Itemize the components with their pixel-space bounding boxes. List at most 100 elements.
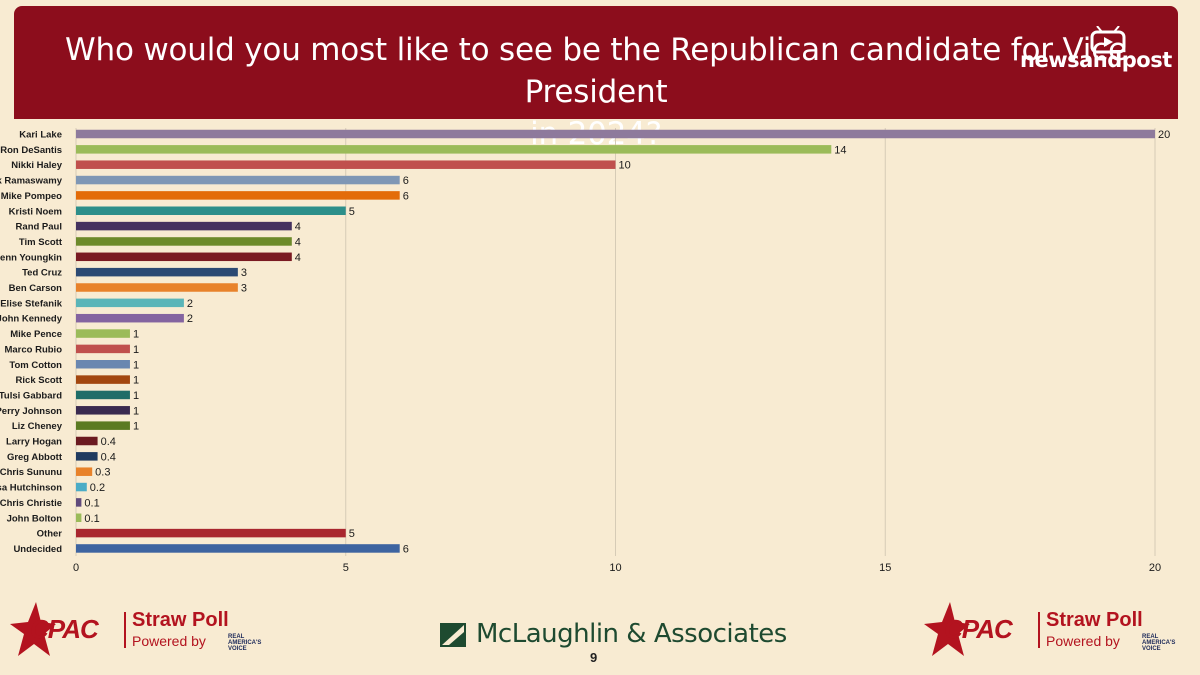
bar bbox=[76, 145, 832, 154]
bar bbox=[76, 175, 400, 185]
bar bbox=[76, 482, 87, 492]
tv-icon bbox=[1090, 26, 1126, 54]
category-label: Ben Carson bbox=[9, 283, 63, 294]
bar bbox=[76, 513, 82, 522]
category-label: Perry Johnson bbox=[0, 406, 62, 417]
bar bbox=[76, 191, 400, 200]
data-label: 14 bbox=[834, 144, 846, 156]
data-label: 4 bbox=[295, 252, 301, 264]
data-label: 5 bbox=[349, 206, 355, 218]
data-label: 3 bbox=[241, 283, 247, 295]
category-label: Undecided bbox=[13, 544, 62, 555]
category-label: Chris Sununu bbox=[0, 467, 62, 478]
data-label: 1 bbox=[133, 405, 139, 417]
data-label: 0.1 bbox=[84, 513, 99, 525]
category-label: Asa Hutchinson bbox=[0, 483, 62, 494]
category-label: Greg Abbott bbox=[7, 452, 63, 463]
category-label: John Bolton bbox=[7, 513, 63, 524]
category-label: Nikki Haley bbox=[11, 160, 62, 171]
category-label: Elise Stefanik bbox=[0, 298, 62, 309]
bar bbox=[76, 436, 98, 446]
data-label: 1 bbox=[133, 359, 139, 371]
star-icon bbox=[10, 602, 56, 656]
data-label: 0.3 bbox=[95, 467, 110, 479]
data-label: 4 bbox=[295, 236, 301, 248]
data-label: 1 bbox=[133, 329, 139, 341]
logo-divider bbox=[124, 612, 126, 648]
category-label: Marco Rubio bbox=[4, 344, 62, 355]
data-label: 1 bbox=[133, 344, 139, 356]
data-label: 2 bbox=[187, 298, 193, 310]
bars bbox=[76, 129, 1155, 553]
data-label: 0.4 bbox=[101, 436, 116, 448]
cpac-wordmark: CPAC bbox=[30, 614, 99, 644]
bar bbox=[76, 528, 346, 538]
bar bbox=[76, 252, 292, 262]
star-icon bbox=[924, 602, 970, 656]
category-label: Kari Lake bbox=[19, 130, 62, 141]
straw-poll-label: Straw Poll bbox=[1046, 609, 1143, 631]
x-tick-label: 20 bbox=[1149, 562, 1161, 574]
pollster-name: McLaughlin & Associates bbox=[476, 619, 787, 649]
x-tick-label: 10 bbox=[609, 562, 621, 574]
category-label: Tulsi Gabbard bbox=[0, 390, 62, 401]
bar bbox=[76, 360, 130, 369]
data-label: 2 bbox=[187, 313, 193, 325]
data-label: 20 bbox=[1158, 129, 1170, 141]
bar bbox=[76, 390, 130, 400]
category-label: Mike Pence bbox=[10, 329, 62, 340]
bar bbox=[76, 129, 1155, 139]
category-labels: Kari Lake Ron DeSantis Nikki Haley Vivek Ra… bbox=[0, 130, 63, 555]
cpac-straw-poll-logo-left: CPAC Straw Poll Powered by REAL AMERICA'… bbox=[8, 600, 268, 660]
bar bbox=[76, 329, 130, 338]
title-line-1: Who would you most like to see be the Re… bbox=[65, 32, 1127, 110]
x-tick-label: 0 bbox=[73, 562, 79, 574]
bar bbox=[76, 283, 238, 292]
data-label: 1 bbox=[133, 421, 139, 433]
data-label: 6 bbox=[403, 175, 409, 187]
rav-logo: REAL AMERICA'S VOICE bbox=[228, 634, 262, 652]
category-label: Tom Cotton bbox=[9, 360, 62, 371]
data-label: 0.4 bbox=[101, 451, 116, 463]
rav-logo: REAL AMERICA'S VOICE bbox=[1142, 634, 1176, 652]
bar bbox=[76, 406, 130, 415]
data-label: 1 bbox=[133, 375, 139, 387]
newsandpost-watermark: newsandpost bbox=[1020, 26, 1180, 78]
bar bbox=[76, 375, 130, 384]
category-label: Mike Pompeo bbox=[1, 191, 62, 202]
data-label: 6 bbox=[403, 543, 409, 555]
watermark-text: newsandpost bbox=[1020, 48, 1172, 72]
category-label: Rand Paul bbox=[16, 222, 62, 233]
data-label: 1 bbox=[133, 390, 139, 402]
data-label: 0.2 bbox=[90, 482, 105, 494]
page-number: 9 bbox=[590, 650, 598, 665]
category-label: Chris Christie bbox=[0, 498, 62, 509]
data-label: 3 bbox=[241, 267, 247, 279]
data-label: 6 bbox=[403, 190, 409, 202]
data-label: 5 bbox=[349, 528, 355, 540]
bar bbox=[76, 421, 130, 430]
bar bbox=[76, 344, 130, 354]
data-label: 0.1 bbox=[84, 497, 99, 509]
bar bbox=[76, 452, 98, 461]
bar bbox=[76, 467, 93, 476]
bar bbox=[76, 160, 616, 169]
category-label: Other bbox=[37, 529, 63, 540]
logo-divider bbox=[1038, 612, 1040, 648]
category-label: Ron DeSantis bbox=[0, 145, 62, 156]
cpac-wordmark: CPAC bbox=[944, 614, 1013, 644]
category-label: Vivek Ramaswamy bbox=[0, 176, 63, 187]
bar bbox=[76, 221, 292, 231]
category-label: John Kennedy bbox=[0, 314, 63, 325]
cpac-straw-poll-logo-right: CPAC Straw Poll Powered by REAL AMERICA'… bbox=[922, 600, 1182, 660]
bar bbox=[76, 237, 292, 246]
mclaughlin-icon bbox=[440, 623, 466, 647]
bar bbox=[76, 298, 184, 308]
bar bbox=[76, 267, 238, 277]
powered-by-label: Powered by bbox=[132, 633, 206, 649]
data-label: 4 bbox=[295, 221, 301, 233]
chart-title: Who would you most like to see be the Re… bbox=[14, 6, 1178, 155]
category-label: Glenn Youngkin bbox=[0, 252, 62, 263]
category-label: Tim Scott bbox=[19, 237, 63, 248]
category-label: Rick Scott bbox=[16, 375, 63, 386]
